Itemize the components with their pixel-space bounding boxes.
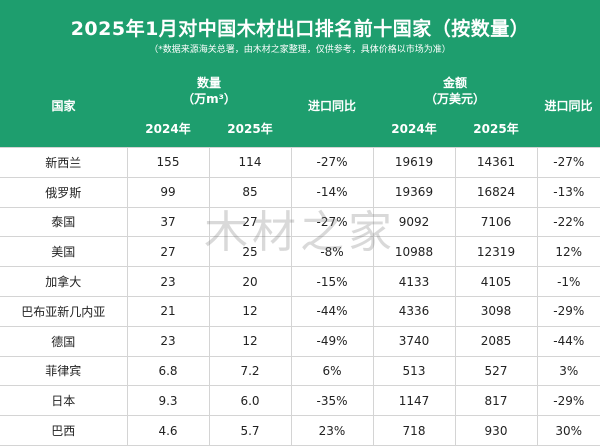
cell-amount-2024: 10988 xyxy=(372,236,456,268)
cell-country: 美国 xyxy=(0,236,128,268)
cell-amount-2024: 19369 xyxy=(372,176,456,208)
table-row: 菲律宾 6.8 7.2 6% 513 527 3% xyxy=(0,355,600,387)
cell-quantity-2025: 6.0 xyxy=(208,385,292,417)
cell-amount-yoy: -1% xyxy=(536,266,600,297)
cell-amount-2024: 19619 xyxy=(372,147,456,178)
cell-amount-2025: 817 xyxy=(454,385,538,417)
cell-quantity-2024: 6.8 xyxy=(126,355,210,387)
cell-amount-2025: 12319 xyxy=(454,236,538,268)
cell-country: 巴西 xyxy=(0,415,128,446)
cell-quantity-2024: 21 xyxy=(126,295,210,327)
cell-country: 泰国 xyxy=(0,206,128,238)
cell-amount-2025: 16824 xyxy=(454,176,538,208)
cell-quantity-2024: 4.6 xyxy=(126,415,210,446)
page-title: 2025年1月对中国木材出口排名前十国家（按数量） xyxy=(70,18,530,40)
cell-quantity-2024: 23 xyxy=(126,325,210,357)
cell-amount-yoy: -29% xyxy=(536,295,600,327)
cell-quantity-2025: 114 xyxy=(208,147,292,178)
cell-quantity-2024: 9.3 xyxy=(126,385,210,417)
cell-amount-yoy: 30% xyxy=(536,415,600,446)
table-row: 泰国 37 27 -27% 9092 7106 -22% xyxy=(0,206,600,238)
header-amount-unit: （万美元） xyxy=(424,92,485,106)
cell-amount-2024: 1147 xyxy=(372,385,456,417)
cell-amount-2025: 4105 xyxy=(454,266,538,297)
cell-quantity-2024: 99 xyxy=(126,176,210,208)
cell-quantity-yoy: -27% xyxy=(290,147,374,178)
cell-amount-2024: 9092 xyxy=(372,206,456,238)
cell-quantity-2025: 85 xyxy=(208,176,292,208)
cell-quantity-yoy: -15% xyxy=(290,266,374,297)
cell-amount-2025: 14361 xyxy=(454,147,538,178)
cell-amount-2024: 513 xyxy=(372,355,456,387)
cell-quantity-2025: 5.7 xyxy=(208,415,292,446)
cell-quantity-yoy: -27% xyxy=(290,206,374,238)
cell-quantity-yoy: -44% xyxy=(290,295,374,327)
cell-amount-2025: 7106 xyxy=(454,206,538,238)
cell-quantity-2025: 27 xyxy=(208,206,292,238)
cell-quantity-yoy: 23% xyxy=(290,415,374,446)
cell-amount-yoy: -29% xyxy=(536,385,600,417)
table-row: 加拿大 23 20 -15% 4133 4105 -1% xyxy=(0,266,600,297)
table-header: 2025年1月对中国木材出口排名前十国家（按数量） （*数据来源海关总署，由木材… xyxy=(0,0,600,147)
table-row: 巴西 4.6 5.7 23% 718 930 30% xyxy=(0,415,600,446)
header-quantity-2025: 2025年 xyxy=(227,122,273,136)
header-quantity-2024: 2024年 xyxy=(145,122,191,136)
header-amount-2024: 2024年 xyxy=(391,122,437,136)
cell-country: 菲律宾 xyxy=(0,355,128,387)
table-row: 日本 9.3 6.0 -35% 1147 817 -29% xyxy=(0,385,600,417)
cell-quantity-yoy: -14% xyxy=(290,176,374,208)
cell-amount-2024: 4133 xyxy=(372,266,456,297)
cell-amount-yoy: -27% xyxy=(536,147,600,178)
cell-quantity-2024: 27 xyxy=(126,236,210,268)
cell-quantity-yoy: -8% xyxy=(290,236,374,268)
cell-amount-yoy: -44% xyxy=(536,325,600,357)
cell-country: 加拿大 xyxy=(0,266,128,297)
cell-quantity-2025: 12 xyxy=(208,295,292,327)
table-row: 德国 23 12 -49% 3740 2085 -44% xyxy=(0,325,600,357)
cell-amount-2024: 4336 xyxy=(372,295,456,327)
cell-quantity-2024: 23 xyxy=(126,266,210,297)
cell-amount-2025: 527 xyxy=(454,355,538,387)
cell-amount-2024: 3740 xyxy=(372,325,456,357)
header-amount-2025: 2025年 xyxy=(473,122,519,136)
cell-amount-2025: 3098 xyxy=(454,295,538,327)
cell-amount-yoy: 3% xyxy=(536,355,600,387)
header-quantity: 数量 （万m³） xyxy=(127,75,291,107)
cell-amount-yoy: 12% xyxy=(536,236,600,268)
header-quantity-yoy: 进口同比 xyxy=(307,99,356,113)
cell-quantity-yoy: 6% xyxy=(290,355,374,387)
cell-country: 日本 xyxy=(0,385,128,417)
cell-country: 俄罗斯 xyxy=(0,176,128,208)
source-note: （*数据来源海关总署，由木材之家整理，仅供参考，具体价格以市场为准） xyxy=(149,45,451,55)
header-quantity-label: 数量 xyxy=(196,76,221,90)
table-row: 新西兰 155 114 -27% 19619 14361 -27% xyxy=(0,147,600,178)
cell-quantity-2025: 20 xyxy=(208,266,292,297)
cell-amount-2024: 718 xyxy=(372,415,456,446)
header-amount: 金额 （万美元） xyxy=(373,75,537,107)
export-table: 新西兰 155 114 -27% 19619 14361 -27% 俄罗斯 99 85 -14% 19… xyxy=(0,147,600,446)
table-row: 巴布亚新几内亚 21 12 -44% 4336 3098 -29% xyxy=(0,295,600,327)
cell-quantity-2024: 37 xyxy=(126,206,210,238)
cell-amount-yoy: -13% xyxy=(536,176,600,208)
cell-quantity-2024: 155 xyxy=(126,147,210,178)
cell-country: 巴布亚新几内亚 xyxy=(0,295,128,327)
cell-amount-2025: 2085 xyxy=(454,325,538,357)
header-amount-yoy: 进口同比 xyxy=(544,99,593,113)
cell-quantity-yoy: -35% xyxy=(290,385,374,417)
header-country: 国家 xyxy=(51,99,76,113)
cell-amount-yoy: -22% xyxy=(536,206,600,238)
cell-quantity-2025: 25 xyxy=(208,236,292,268)
header-quantity-unit: （万m³） xyxy=(182,92,236,106)
cell-quantity-2025: 12 xyxy=(208,325,292,357)
cell-country: 新西兰 xyxy=(0,147,128,178)
table-row: 美国 27 25 -8% 10988 12319 12% xyxy=(0,236,600,268)
cell-quantity-yoy: -49% xyxy=(290,325,374,357)
cell-country: 德国 xyxy=(0,325,128,357)
cell-quantity-2025: 7.2 xyxy=(208,355,292,387)
cell-amount-2025: 930 xyxy=(454,415,538,446)
table-row: 俄罗斯 99 85 -14% 19369 16824 -13% xyxy=(0,176,600,208)
header-amount-label: 金额 xyxy=(442,76,467,90)
